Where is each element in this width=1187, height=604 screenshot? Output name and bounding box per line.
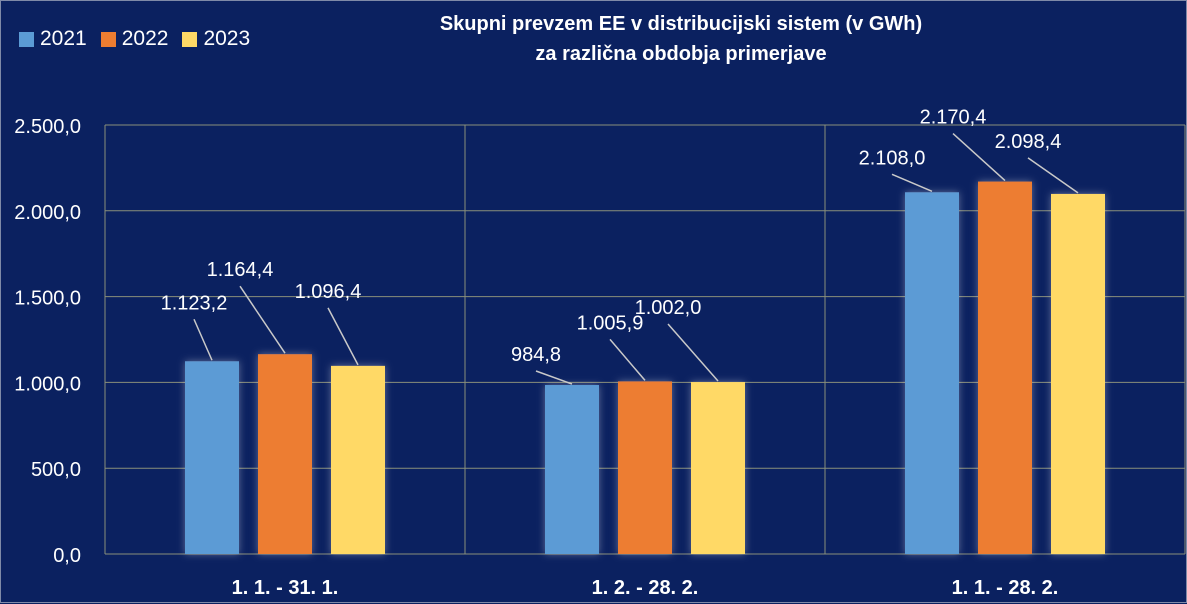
legend: 2021 2022 2023 (19, 27, 250, 51)
leader-line-2021-2 (891, 173, 933, 192)
leader-line-2023-2 (1027, 157, 1079, 194)
x-category-label-1: 1. 2. - 28. 2. (592, 577, 699, 599)
legend-label-2022: 2022 (121, 27, 169, 50)
data-label-2023-2: 2.098,4 (995, 131, 1062, 153)
bar-2022-2 (978, 181, 1032, 554)
y-tick-label-1: 500,0 (31, 459, 81, 481)
data-label-2023-0: 1.096,4 (295, 281, 362, 303)
y-tick-label-0: 0,0 (53, 545, 81, 567)
y-tick-label-2: 1.000,0 (14, 373, 81, 395)
legend-item-2023: 2023 (182, 27, 250, 51)
leader-line-2021-0 (193, 318, 213, 361)
bar-2023-0 (331, 365, 385, 554)
bar-2021-0 (185, 361, 239, 554)
legend-label-2021: 2021 (40, 27, 87, 50)
y-tick-label-4: 2.000,0 (14, 202, 81, 224)
bar-2022-1 (618, 381, 672, 554)
legend-item-2021: 2021 (19, 27, 87, 51)
leader-line-2023-0 (327, 307, 359, 366)
data-label-2022-0: 1.164,4 (207, 259, 274, 281)
leader-line-2022-1 (609, 338, 646, 381)
legend-swatch-2023 (182, 31, 198, 47)
y-tick-label-5: 2.500,0 (14, 116, 81, 138)
y-tick-label-3: 1.500,0 (14, 288, 81, 310)
leader-line-2021-1 (535, 370, 573, 385)
chart-title: Skupni prevzem EE v distribucijski siste… (439, 13, 923, 35)
data-label-2021-2: 2.108,0 (859, 147, 926, 169)
data-label-2022-1: 1.005,9 (577, 312, 644, 334)
data-label-2021-0: 1.123,2 (161, 292, 228, 314)
bar-2022-0 (258, 354, 312, 554)
chart-subtitle: za različna obdobja primerjave (535, 43, 827, 65)
leader-line-2022-0 (239, 285, 286, 354)
leader-line-2022-2 (952, 133, 1006, 182)
legend-swatch-2022 (100, 31, 116, 47)
x-category-label-2: 1. 1. - 28. 2. (952, 577, 1059, 599)
leader-line-2023-1 (667, 323, 719, 382)
legend-item-2022: 2022 (100, 27, 169, 51)
legend-label-2023: 2023 (203, 27, 251, 50)
data-label-2021-1: 984,8 (511, 344, 561, 366)
bar-2021-1 (545, 385, 599, 554)
bar-2021-2 (905, 192, 959, 554)
x-category-label-0: 1. 1. - 31. 1. (232, 577, 339, 599)
chart-title-block: Skupni prevzem EE v distribucijski siste… (381, 9, 981, 69)
data-label-2023-1: 1.002,0 (635, 297, 702, 319)
bar-2023-1 (691, 382, 745, 554)
bar-2023-2 (1051, 193, 1105, 555)
legend-swatch-2021 (19, 31, 34, 47)
data-label-2022-2: 2.170,4 (920, 107, 987, 129)
